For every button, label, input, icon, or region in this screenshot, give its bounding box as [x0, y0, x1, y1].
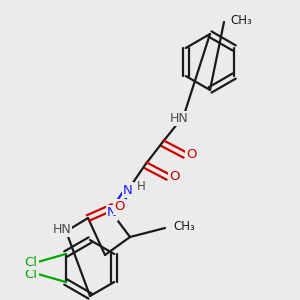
- Text: CH₃: CH₃: [231, 14, 252, 27]
- Text: N: N: [107, 206, 117, 220]
- Text: O: O: [169, 170, 180, 184]
- Text: Cl: Cl: [25, 256, 38, 268]
- Text: HN: HN: [52, 223, 71, 236]
- Text: N: N: [123, 184, 133, 196]
- Text: H: H: [137, 181, 146, 194]
- Text: O: O: [114, 200, 125, 214]
- Text: Cl: Cl: [25, 268, 38, 281]
- Text: CH₃: CH₃: [173, 220, 195, 233]
- Text: O: O: [186, 148, 197, 161]
- Text: HN: HN: [170, 112, 189, 124]
